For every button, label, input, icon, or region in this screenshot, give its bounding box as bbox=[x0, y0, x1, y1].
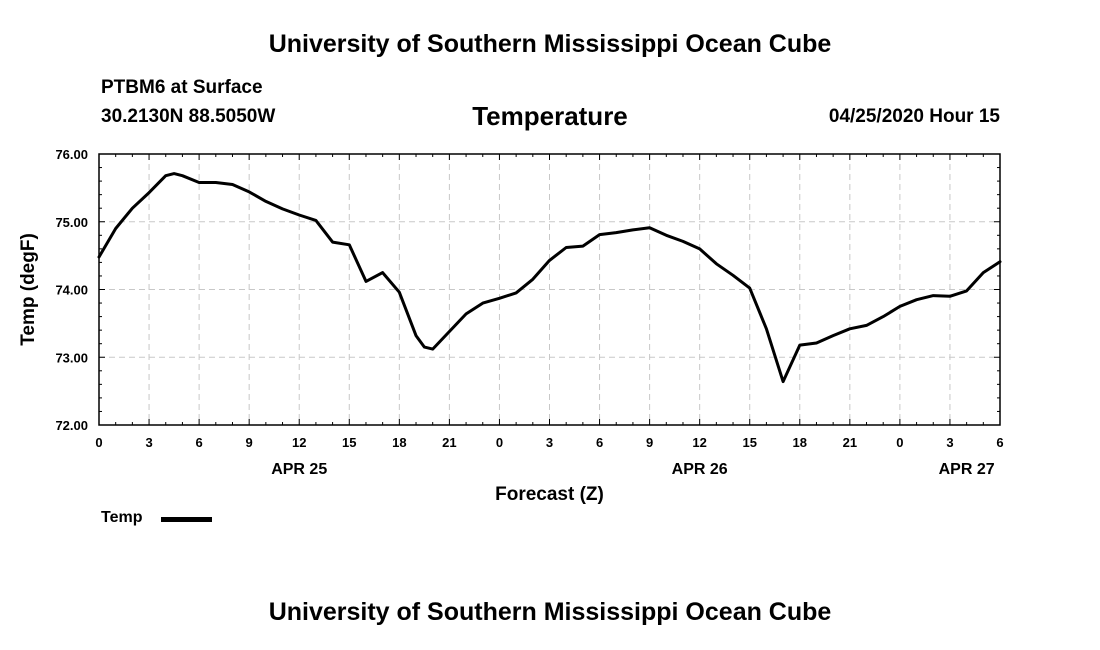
data-point bbox=[849, 328, 851, 330]
x-tick-label: 0 bbox=[95, 435, 102, 450]
date-label: APR 27 bbox=[939, 461, 995, 478]
x-tick-label: 6 bbox=[996, 435, 1003, 450]
data-point bbox=[398, 291, 400, 293]
data-point bbox=[482, 302, 484, 304]
data-point bbox=[131, 207, 133, 209]
x-tick-label: 21 bbox=[843, 435, 857, 450]
x-tick-label: 3 bbox=[546, 435, 553, 450]
x-tick-label: 3 bbox=[946, 435, 953, 450]
x-tick-label: 9 bbox=[646, 435, 653, 450]
page-title: University of Southern Mississippi Ocean… bbox=[268, 30, 832, 58]
data-point bbox=[181, 175, 183, 177]
data-point bbox=[966, 290, 968, 292]
x-tick-label: 18 bbox=[793, 435, 807, 450]
data-point bbox=[799, 344, 801, 346]
data-point bbox=[298, 214, 300, 216]
legend-line-swatch bbox=[161, 517, 212, 522]
data-point bbox=[782, 381, 784, 383]
x-tick-label: 15 bbox=[342, 435, 356, 450]
series-layer bbox=[97, 172, 1002, 384]
data-point bbox=[173, 173, 175, 175]
station-coordinates: 30.2130N 88.5050W bbox=[101, 106, 276, 127]
data-point bbox=[682, 240, 684, 242]
data-point bbox=[348, 244, 350, 246]
y-tick-label: 74.00 bbox=[55, 283, 88, 298]
data-point bbox=[198, 182, 200, 183]
x-tick-label: 21 bbox=[442, 435, 456, 450]
data-point bbox=[599, 234, 601, 236]
data-point bbox=[432, 348, 434, 350]
forecast-timestamp: 04/25/2020 Hour 15 bbox=[828, 106, 1000, 127]
data-point bbox=[465, 313, 467, 315]
data-point bbox=[565, 247, 567, 248]
data-point bbox=[365, 280, 367, 282]
data-point bbox=[332, 241, 334, 243]
y-tick-label: 72.00 bbox=[55, 418, 88, 433]
data-point bbox=[832, 335, 834, 337]
data-point bbox=[765, 328, 767, 330]
data-point bbox=[232, 184, 233, 185]
data-point bbox=[665, 234, 667, 236]
x-axis-title: Forecast (Z) bbox=[495, 484, 604, 505]
tick-labels: 0 3 6 9 12 15 18 21 0 3 6 9 12 15 18 21 0 3 6 72.00 73.00 74.… bbox=[55, 147, 1003, 478]
x-tick-label: 0 bbox=[496, 435, 503, 450]
data-point bbox=[549, 259, 550, 261]
x-tick-label: 12 bbox=[292, 435, 306, 450]
data-point bbox=[582, 245, 584, 247]
x-tick-label: 9 bbox=[246, 435, 253, 450]
data-point bbox=[315, 219, 317, 221]
data-point bbox=[165, 175, 167, 177]
y-axis-title: Temp (degF) bbox=[18, 233, 39, 346]
data-point bbox=[749, 287, 751, 289]
data-point bbox=[949, 295, 951, 297]
data-point bbox=[148, 192, 150, 194]
data-point bbox=[215, 182, 217, 183]
data-point bbox=[532, 278, 534, 280]
x-tick-label: 6 bbox=[195, 435, 202, 450]
data-point bbox=[382, 272, 384, 274]
date-label: APR 26 bbox=[672, 461, 728, 478]
data-point bbox=[265, 200, 267, 202]
data-point bbox=[282, 208, 283, 210]
data-point bbox=[715, 263, 717, 265]
data-point bbox=[515, 292, 517, 294]
x-tick-label: 3 bbox=[145, 435, 152, 450]
footer-title: University of Southern Mississippi Ocean… bbox=[268, 598, 832, 626]
data-point bbox=[498, 297, 500, 299]
data-point bbox=[882, 316, 884, 318]
y-tick-label: 76.00 bbox=[55, 147, 88, 162]
data-point bbox=[115, 228, 117, 229]
chart-grid bbox=[99, 154, 1000, 425]
data-point bbox=[982, 272, 984, 274]
data-point bbox=[649, 227, 651, 229]
y-tick-label: 73.00 bbox=[55, 350, 88, 365]
data-point bbox=[866, 324, 867, 326]
plot-frame bbox=[98, 153, 1001, 426]
data-point bbox=[899, 305, 901, 307]
date-label: APR 25 bbox=[271, 461, 327, 478]
data-point bbox=[699, 248, 701, 250]
data-point bbox=[415, 335, 417, 337]
data-point bbox=[248, 191, 250, 193]
x-tick-label: 12 bbox=[692, 435, 706, 450]
data-point bbox=[732, 274, 734, 276]
data-point bbox=[916, 299, 918, 301]
x-tick-label: 6 bbox=[596, 435, 603, 450]
data-point bbox=[632, 229, 634, 231]
data-point bbox=[423, 346, 425, 348]
x-tick-label: 15 bbox=[742, 435, 756, 450]
data-point bbox=[816, 342, 817, 344]
y-tick-label: 75.00 bbox=[55, 215, 88, 230]
x-tick-label: 0 bbox=[896, 435, 903, 450]
data-point bbox=[932, 295, 934, 297]
data-point bbox=[448, 331, 450, 332]
chart-title: Temperature bbox=[472, 101, 628, 131]
data-point bbox=[615, 232, 617, 234]
x-tick-label: 18 bbox=[392, 435, 406, 450]
legend-label: Temp bbox=[101, 509, 143, 526]
station-name: PTBM6 at Surface bbox=[101, 77, 263, 98]
